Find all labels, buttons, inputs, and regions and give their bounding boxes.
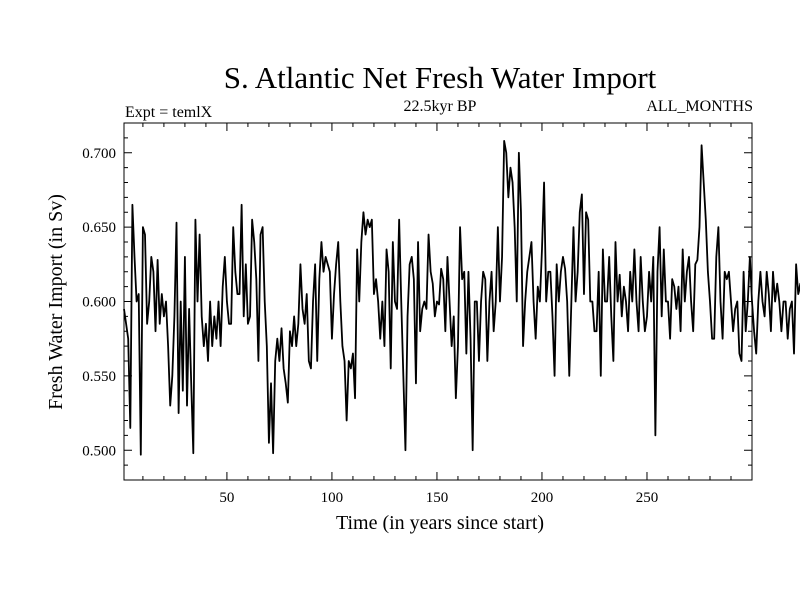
chart-title: S. Atlantic Net Fresh Water Import <box>224 60 657 95</box>
period-label: 22.5kyr BP <box>404 98 477 115</box>
y-tick-label: 0.600 <box>82 295 116 311</box>
plot-frame <box>123 122 753 481</box>
x-axis-label: Time (in years since start) <box>336 512 544 534</box>
y-tick-label: 0.700 <box>82 146 116 162</box>
x-tick-label: 50 <box>219 490 234 506</box>
x-tick-label: 250 <box>636 490 659 506</box>
experiment-label: Expt = temlX <box>125 104 213 121</box>
months-label: ALL_MONTHS <box>646 98 753 115</box>
y-tick-label: 0.650 <box>82 220 116 236</box>
y-axis-label: Fresh Water Import (in Sv) <box>45 194 67 410</box>
x-tick-label: 150 <box>426 490 449 506</box>
y-tick-label: 0.500 <box>82 443 116 459</box>
y-tick-label: 0.550 <box>82 369 116 385</box>
x-axis: 50 100 150 200 250 <box>142 123 732 506</box>
x-tick-label: 100 <box>321 490 344 506</box>
x-tick-label: 200 <box>531 490 554 506</box>
series-line-fresh-water-import <box>123 139 800 456</box>
